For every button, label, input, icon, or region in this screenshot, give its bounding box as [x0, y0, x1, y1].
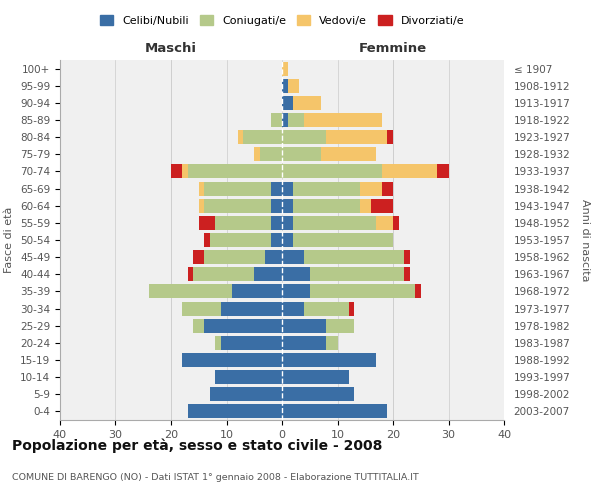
Bar: [254, 268, 282, 281]
Bar: [293, 182, 360, 196]
Bar: [287, 78, 299, 92]
Text: Femmine: Femmine: [359, 42, 427, 55]
Bar: [310, 268, 404, 281]
Bar: [282, 370, 349, 384]
Bar: [210, 233, 271, 247]
Bar: [204, 182, 271, 196]
Bar: [326, 336, 337, 350]
Bar: [415, 284, 421, 298]
Bar: [199, 216, 215, 230]
Bar: [371, 198, 393, 212]
Bar: [182, 302, 221, 316]
Bar: [204, 318, 282, 332]
Bar: [282, 96, 293, 110]
Bar: [271, 182, 282, 196]
Bar: [293, 216, 376, 230]
Bar: [232, 284, 282, 298]
Bar: [293, 233, 393, 247]
Bar: [282, 164, 382, 178]
Bar: [271, 233, 282, 247]
Bar: [360, 198, 371, 212]
Bar: [188, 404, 282, 418]
Bar: [282, 233, 293, 247]
Bar: [321, 148, 376, 162]
Bar: [238, 130, 243, 144]
Bar: [243, 130, 282, 144]
Bar: [282, 113, 287, 127]
Bar: [254, 148, 260, 162]
Bar: [215, 370, 282, 384]
Bar: [271, 216, 282, 230]
Bar: [287, 113, 304, 127]
Bar: [282, 130, 326, 144]
Bar: [182, 353, 282, 367]
Bar: [282, 388, 354, 402]
Bar: [310, 284, 415, 298]
Bar: [282, 404, 388, 418]
Text: Popolazione per età, sesso e stato civile - 2008: Popolazione per età, sesso e stato civil…: [12, 438, 382, 453]
Bar: [282, 148, 321, 162]
Bar: [376, 216, 393, 230]
Bar: [199, 182, 204, 196]
Bar: [265, 250, 282, 264]
Bar: [282, 182, 293, 196]
Bar: [382, 182, 393, 196]
Bar: [188, 164, 282, 178]
Y-axis label: Anni di nascita: Anni di nascita: [580, 198, 590, 281]
Bar: [326, 318, 354, 332]
Bar: [304, 113, 382, 127]
Bar: [282, 216, 293, 230]
Bar: [293, 198, 360, 212]
Bar: [193, 318, 204, 332]
Bar: [204, 233, 210, 247]
Bar: [282, 336, 326, 350]
Text: Maschi: Maschi: [145, 42, 197, 55]
Bar: [193, 250, 204, 264]
Bar: [282, 284, 310, 298]
Bar: [282, 62, 287, 76]
Bar: [326, 130, 388, 144]
Bar: [382, 164, 437, 178]
Bar: [282, 318, 326, 332]
Bar: [388, 130, 393, 144]
Bar: [215, 336, 221, 350]
Bar: [221, 336, 282, 350]
Bar: [271, 198, 282, 212]
Bar: [149, 284, 232, 298]
Bar: [282, 78, 287, 92]
Bar: [171, 164, 182, 178]
Bar: [193, 268, 254, 281]
Legend: Celibi/Nubili, Coniugati/e, Vedovi/e, Divorziati/e: Celibi/Nubili, Coniugati/e, Vedovi/e, Di…: [95, 10, 469, 30]
Bar: [360, 182, 382, 196]
Bar: [271, 113, 282, 127]
Bar: [260, 148, 282, 162]
Bar: [282, 250, 304, 264]
Bar: [215, 216, 271, 230]
Bar: [282, 268, 310, 281]
Bar: [282, 353, 376, 367]
Bar: [393, 216, 398, 230]
Y-axis label: Fasce di età: Fasce di età: [4, 207, 14, 273]
Bar: [293, 96, 321, 110]
Bar: [221, 302, 282, 316]
Bar: [349, 302, 354, 316]
Bar: [437, 164, 449, 178]
Bar: [210, 388, 282, 402]
Bar: [204, 198, 271, 212]
Bar: [282, 302, 304, 316]
Bar: [182, 164, 188, 178]
Bar: [304, 250, 404, 264]
Bar: [282, 198, 293, 212]
Text: COMUNE DI BARENGO (NO) - Dati ISTAT 1° gennaio 2008 - Elaborazione TUTTITALIA.IT: COMUNE DI BARENGO (NO) - Dati ISTAT 1° g…: [12, 473, 419, 482]
Bar: [204, 250, 265, 264]
Bar: [304, 302, 349, 316]
Bar: [199, 198, 204, 212]
Bar: [188, 268, 193, 281]
Bar: [404, 250, 410, 264]
Bar: [404, 268, 410, 281]
